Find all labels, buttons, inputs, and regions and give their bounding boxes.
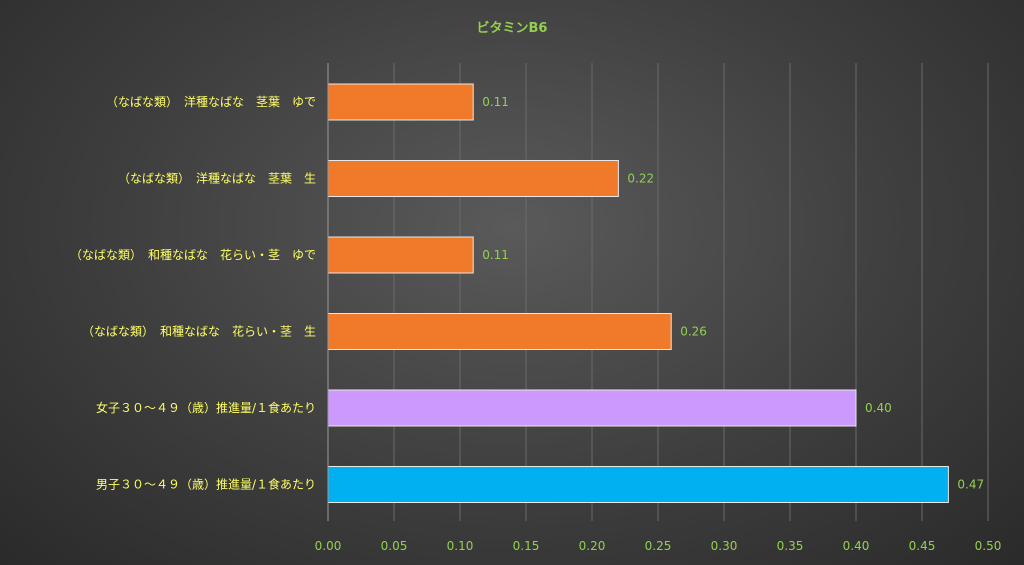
x-tick-label: 0.35 [777, 539, 804, 553]
bar [327, 160, 619, 197]
bar [327, 389, 857, 427]
category-label: （なばな類） 洋種なばな 茎葉 生 [118, 171, 316, 186]
grid-lines [393, 63, 989, 521]
category-label: 男子３０～４９（歳）推進量/１食あたり [96, 477, 316, 492]
x-tick-label: 0.40 [843, 539, 870, 553]
chart-title: ビタミンB6 [477, 20, 548, 36]
category-label: 女子３０～４９（歳）推進量/１食あたり [96, 400, 316, 415]
data-label: 0.11 [482, 95, 509, 109]
x-tick-label: 0.05 [381, 539, 408, 553]
bars [327, 83, 949, 503]
x-tick-label: 0.45 [909, 539, 936, 553]
x-tick-label: 0.50 [975, 539, 1002, 553]
x-tick-label: 0.20 [579, 539, 606, 553]
data-label: 0.22 [627, 172, 654, 186]
data-label: 0.26 [680, 325, 707, 339]
x-tick-label: 0.25 [645, 539, 672, 553]
category-label: （なばな類） 和種なばな 花らい・茎 ゆで [70, 247, 316, 262]
data-label: 0.11 [482, 248, 509, 262]
data-label: 0.47 [957, 478, 984, 492]
x-tick-label: 0.15 [513, 539, 540, 553]
x-tick-label: 0.00 [315, 539, 342, 553]
bar [327, 466, 949, 503]
bar [327, 83, 474, 121]
x-tick-label: 0.30 [711, 539, 738, 553]
x-tick-label: 0.10 [447, 539, 474, 553]
data-label: 0.40 [865, 401, 892, 415]
category-label: （なばな類） 洋種なばな 茎葉 ゆで [106, 94, 316, 109]
labels: 0.00 0.05 0.10 0.15 0.20 0.25 0.30 0.35 0.40 0.45… [70, 94, 1001, 553]
bar [327, 313, 672, 350]
bar [327, 236, 474, 274]
category-label: （なばな類） 和種なばな 花らい・茎 生 [82, 324, 316, 339]
